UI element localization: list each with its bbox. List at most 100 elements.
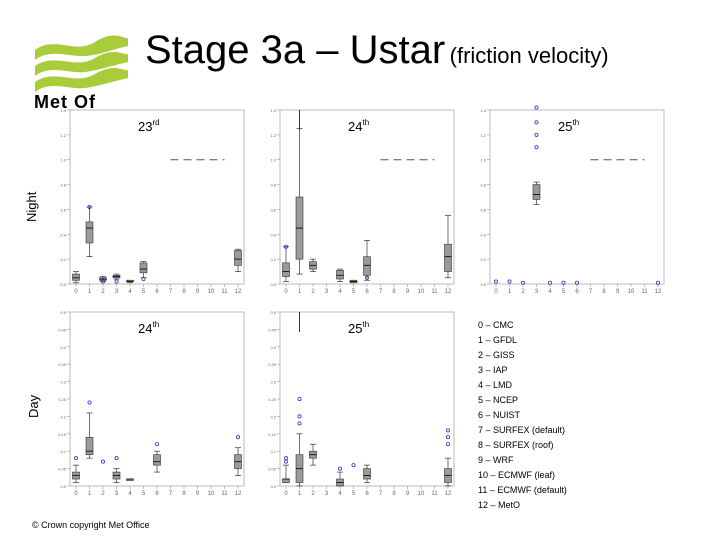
y-tick-label: 0.05 <box>268 467 277 472</box>
box <box>363 468 371 480</box>
legend-item: 6 – NUIST <box>478 410 521 420</box>
outlier-point <box>114 456 119 461</box>
outlier-point <box>534 145 539 150</box>
x-tick-label: 6 <box>365 491 369 497</box>
panel-day-label: 25th <box>558 118 579 134</box>
y-tick-label: 0.0 <box>270 282 276 287</box>
x-tick-label: 7 <box>379 491 383 497</box>
y-tick-label: 0.25 <box>58 397 67 402</box>
title-subtitle: (friction velocity) <box>449 43 609 68</box>
x-tick-label: 4 <box>338 491 342 497</box>
x-tick-label: 10 <box>418 491 425 497</box>
legend-item: 4 – LMD <box>478 380 513 390</box>
x-tick-label: 4 <box>548 289 552 295</box>
y-tick-label: 0.0 <box>60 282 66 287</box>
plot-frame <box>279 311 455 487</box>
x-tick-label: 6 <box>365 289 369 295</box>
x-tick-label: 11 <box>431 289 438 295</box>
outlier-point <box>155 442 160 447</box>
y-tick-label: 1.4 <box>480 108 486 113</box>
outlier-point <box>507 279 512 284</box>
x-tick-label: 5 <box>142 491 146 497</box>
x-tick-label: 1 <box>88 289 92 295</box>
y-tick-label: 1.0 <box>60 158 66 163</box>
outlier-point <box>101 459 106 464</box>
box <box>282 262 290 277</box>
plot-frame <box>489 109 665 285</box>
legend-item: 10 – ECMWF (leaf) <box>478 470 556 480</box>
panel-day-label: 25th <box>348 320 369 336</box>
x-tick-label: 12 <box>235 491 242 497</box>
x-tick-label: 10 <box>418 289 425 295</box>
x-tick-label: 0 <box>284 491 288 497</box>
x-tick-label: 8 <box>392 491 396 497</box>
x-tick-label: 11 <box>221 289 228 295</box>
legend-item: 7 – SURFEX (default) <box>478 425 566 435</box>
x-tick-label: 10 <box>628 289 635 295</box>
x-tick-label: 11 <box>221 491 228 497</box>
boxplot-day-25: 0.5 0.45 0.4 0.35 0.3 0.25 0.2 0.15 0.1 0.05 0.0 0 1… <box>268 310 455 497</box>
y-tick-label: 0.45 <box>268 327 277 332</box>
box <box>139 262 148 274</box>
y-tick-label: 1.4 <box>270 108 276 113</box>
y-tick-label: 0.4 <box>60 232 66 237</box>
boxplot-night-25: 1.41.21.00.80.60.40.20.00 1 2 3 4 5 6 7 8 9 10 11 12… <box>480 105 665 295</box>
outlier-point <box>655 280 660 285</box>
x-tick-label: 7 <box>169 289 173 295</box>
x-tick-label: 9 <box>406 491 410 497</box>
box <box>85 221 94 244</box>
y-tick-label: 0.15 <box>58 432 67 437</box>
outlier-point <box>534 105 539 110</box>
outlier-point <box>365 275 370 280</box>
outlier-point <box>87 400 92 405</box>
x-tick-label: 8 <box>392 289 396 295</box>
y-tick-label: 0.45 <box>58 327 67 332</box>
outlier-point <box>73 456 78 461</box>
legend-item: 12 – MetO <box>478 500 521 510</box>
outlier-point <box>445 435 450 440</box>
outlier-point <box>575 280 580 285</box>
x-tick-label: 7 <box>589 289 593 295</box>
row-label-day: Day <box>26 394 41 418</box>
outlier-point <box>561 280 566 285</box>
y-tick-label: 0.5 <box>60 310 66 315</box>
box <box>85 436 94 455</box>
boxplot-night-24: 1.41.21.00.80.60.40.20.00 1 2 3 4 5 6 7 8 9 10 11 12… <box>270 108 455 295</box>
box <box>444 243 452 272</box>
x-tick-label: 0 <box>74 289 78 295</box>
panel-day-label: 23rd <box>138 118 160 134</box>
y-tick-label: 1.0 <box>480 158 486 163</box>
x-tick-label: 8 <box>602 289 606 295</box>
x-tick-label: 11 <box>641 289 648 295</box>
x-tick-label: 0 <box>494 289 498 295</box>
x-tick-label: 2 <box>311 491 315 497</box>
legend-item: 1 – GFDL <box>478 335 518 345</box>
legend-item: 2 – GISS <box>478 350 515 360</box>
outlier-point <box>235 435 240 440</box>
legend-item: 0 – CMC <box>478 320 514 330</box>
y-tick-label: 0.0 <box>60 484 66 489</box>
box <box>282 478 290 483</box>
x-tick-label: 12 <box>235 289 242 295</box>
x-tick-label: 12 <box>445 289 452 295</box>
y-tick-label: 0.6 <box>60 207 66 212</box>
y-tick-label: 0.1 <box>60 449 66 454</box>
outlier-point <box>283 244 288 249</box>
box <box>234 250 242 266</box>
outlier-point <box>338 466 343 471</box>
x-tick-label: 12 <box>445 491 452 497</box>
x-tick-label: 7 <box>169 491 173 497</box>
y-tick-label: 0.6 <box>270 207 276 212</box>
y-tick-label: 0.8 <box>270 183 276 188</box>
x-tick-label: 7 <box>379 289 383 295</box>
x-tick-label: 1 <box>298 289 302 295</box>
x-tick-label: 3 <box>115 289 119 295</box>
y-tick-label: 0.2 <box>60 414 66 419</box>
legend-item: 9 – WRF <box>478 455 514 465</box>
y-tick-label: 0.8 <box>480 183 486 188</box>
x-tick-label: 5 <box>142 289 146 295</box>
box <box>336 270 344 280</box>
x-tick-label: 6 <box>155 289 159 295</box>
x-tick-label: 1 <box>298 491 302 497</box>
x-tick-label: 2 <box>311 289 315 295</box>
